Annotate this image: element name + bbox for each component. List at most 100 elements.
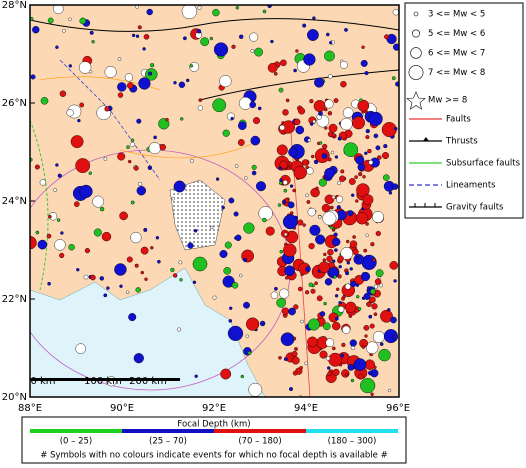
event <box>243 301 250 309</box>
event <box>337 136 342 141</box>
event <box>367 370 373 376</box>
event <box>248 382 263 397</box>
event <box>249 101 256 109</box>
event <box>325 356 331 361</box>
event <box>60 231 64 235</box>
event <box>341 296 345 301</box>
event <box>349 240 358 248</box>
event <box>394 126 398 131</box>
event <box>126 145 130 149</box>
event <box>364 359 375 370</box>
event <box>137 25 142 30</box>
event <box>326 255 333 263</box>
event <box>324 50 335 62</box>
event <box>283 357 288 361</box>
event <box>289 184 294 188</box>
event <box>48 214 52 219</box>
event <box>355 199 359 203</box>
event <box>337 181 342 186</box>
event <box>117 152 126 161</box>
event <box>333 275 337 279</box>
event <box>262 217 267 223</box>
event <box>284 265 295 277</box>
event <box>333 98 339 104</box>
event <box>209 225 214 230</box>
event <box>237 121 247 130</box>
event <box>345 271 350 276</box>
event <box>88 171 93 175</box>
event <box>318 111 323 116</box>
event <box>360 378 376 394</box>
event <box>182 36 187 41</box>
event <box>354 175 358 179</box>
event <box>298 107 306 115</box>
event <box>231 44 236 49</box>
event <box>316 295 323 302</box>
event <box>332 368 340 376</box>
event <box>340 169 345 174</box>
event <box>324 107 328 112</box>
depth-range: (70 – 180) <box>238 437 281 447</box>
scale-label: 0 km <box>30 376 55 387</box>
event <box>103 157 108 161</box>
event <box>365 129 370 134</box>
event <box>331 195 336 200</box>
event <box>278 181 283 185</box>
event <box>197 105 203 111</box>
event <box>279 124 286 131</box>
event <box>228 306 233 310</box>
event <box>90 274 96 281</box>
event <box>91 40 95 44</box>
event <box>138 181 143 187</box>
event <box>281 307 290 315</box>
event <box>79 102 85 108</box>
event <box>365 135 370 140</box>
event <box>327 366 331 370</box>
event <box>393 279 397 283</box>
event <box>222 275 235 288</box>
event <box>289 387 294 392</box>
event <box>148 142 161 155</box>
event <box>372 258 376 262</box>
event <box>368 314 373 319</box>
event <box>212 8 220 17</box>
event <box>349 267 353 271</box>
event <box>355 211 369 225</box>
lat-label: 20°N <box>2 392 27 403</box>
event <box>293 68 297 73</box>
event <box>257 106 262 111</box>
legend-symbol <box>410 47 422 59</box>
event <box>212 98 227 113</box>
event <box>333 232 338 237</box>
event <box>235 5 240 10</box>
event <box>368 111 383 127</box>
event <box>339 175 346 182</box>
event <box>313 159 319 165</box>
event <box>293 304 299 310</box>
event <box>324 167 335 179</box>
event <box>327 157 332 162</box>
event <box>353 358 367 371</box>
map-area <box>30 5 399 397</box>
event <box>344 27 348 32</box>
event <box>223 266 231 275</box>
event <box>334 316 339 321</box>
depth-bar: (0 – 25) (25 – 70) (70 – 180) (180 – 300) <box>30 429 398 447</box>
event <box>220 368 232 380</box>
event <box>282 214 298 230</box>
event <box>173 180 186 193</box>
event <box>346 239 350 244</box>
event <box>342 107 354 118</box>
event <box>363 248 368 253</box>
event <box>231 281 239 289</box>
event <box>308 282 313 287</box>
hatched-area <box>169 179 226 251</box>
event <box>40 97 49 105</box>
event <box>285 98 290 103</box>
event <box>331 228 336 232</box>
event <box>318 141 323 145</box>
event <box>135 34 140 38</box>
event <box>329 205 334 210</box>
event <box>159 143 167 151</box>
event <box>54 239 66 251</box>
